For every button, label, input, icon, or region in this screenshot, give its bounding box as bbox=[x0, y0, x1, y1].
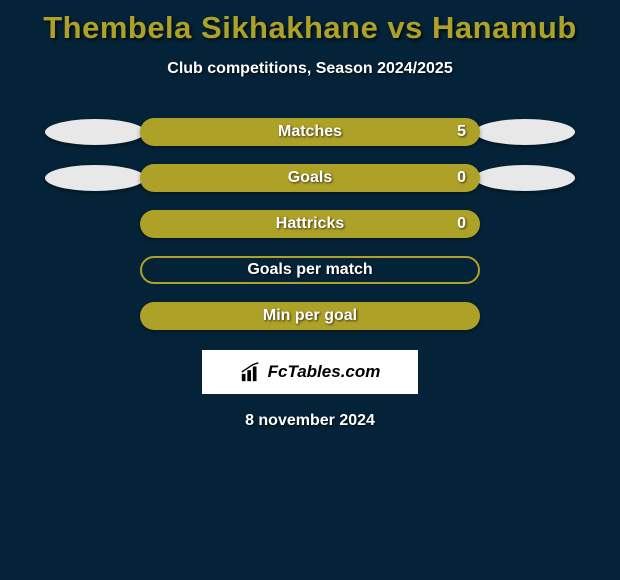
stat-label: Matches bbox=[278, 123, 342, 141]
right-pill-slot bbox=[470, 209, 580, 239]
stat-bar: Matches 5 bbox=[140, 118, 480, 146]
stat-label: Goals bbox=[288, 169, 332, 187]
left-pill-slot bbox=[40, 163, 150, 193]
player-ellipse-left bbox=[45, 119, 145, 145]
stat-label: Hattricks bbox=[276, 215, 344, 233]
stat-bar: Goals 0 bbox=[140, 164, 480, 192]
left-pill-slot bbox=[40, 209, 150, 239]
stat-label: Min per goal bbox=[263, 307, 357, 325]
right-pill-slot bbox=[470, 163, 580, 193]
brand-text: FcTables.com bbox=[268, 362, 381, 382]
page-subtitle: Club competitions, Season 2024/2025 bbox=[0, 60, 620, 78]
date-text: 8 november 2024 bbox=[0, 412, 620, 430]
page-title: Thembela Sikhakhane vs Hanamub bbox=[0, 0, 620, 46]
stat-value: 0 bbox=[457, 169, 466, 187]
player-ellipse-right bbox=[475, 119, 575, 145]
right-pill-slot bbox=[470, 255, 580, 285]
stat-row: Min per goal bbox=[0, 302, 620, 330]
stat-bar: Goals per match bbox=[140, 256, 480, 284]
left-pill-slot bbox=[40, 117, 150, 147]
stat-bar: Hattricks 0 bbox=[140, 210, 480, 238]
bar-chart-icon bbox=[240, 361, 262, 383]
left-pill-slot bbox=[40, 301, 150, 331]
right-pill-slot bbox=[470, 301, 580, 331]
player-ellipse-left bbox=[45, 165, 145, 191]
stats-rows: Matches 5 Goals 0 Hattricks 0 Goals per match M… bbox=[0, 118, 620, 330]
stat-value: 5 bbox=[457, 123, 466, 141]
stat-row: Goals per match bbox=[0, 256, 620, 284]
left-pill-slot bbox=[40, 255, 150, 285]
stat-row: Hattricks 0 bbox=[0, 210, 620, 238]
player-ellipse-right bbox=[475, 165, 575, 191]
stat-label: Goals per match bbox=[247, 261, 372, 279]
brand-badge: FcTables.com bbox=[202, 350, 418, 394]
right-pill-slot bbox=[470, 117, 580, 147]
stat-value: 0 bbox=[457, 215, 466, 233]
stat-row: Matches 5 bbox=[0, 118, 620, 146]
stat-bar: Min per goal bbox=[140, 302, 480, 330]
stat-row: Goals 0 bbox=[0, 164, 620, 192]
